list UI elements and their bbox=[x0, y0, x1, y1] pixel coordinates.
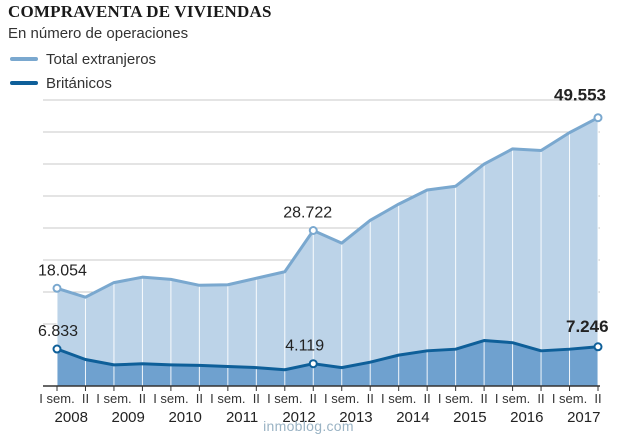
x-tick-label: I sem. bbox=[552, 391, 587, 406]
x-tick-label: I sem. bbox=[381, 391, 416, 406]
x-year-label: 2014 bbox=[396, 409, 429, 426]
x-tick-label: II bbox=[594, 391, 601, 406]
data-marker bbox=[593, 113, 603, 123]
x-year-label: 2016 bbox=[510, 409, 543, 426]
x-year-label: 2010 bbox=[168, 409, 201, 426]
data-marker bbox=[308, 226, 318, 236]
data-marker bbox=[308, 359, 318, 369]
data-label: 6.833 bbox=[38, 323, 78, 340]
legend-item-britanicos: Británicos bbox=[10, 73, 112, 93]
x-tick-label: II bbox=[367, 391, 374, 406]
x-tick-label: II bbox=[424, 391, 431, 406]
x-tick-label: I sem. bbox=[153, 391, 188, 406]
x-year-label: 2013 bbox=[339, 409, 372, 426]
x-year-label: 2009 bbox=[111, 409, 144, 426]
chart-subtitle: En número de operaciones bbox=[8, 25, 189, 42]
x-tick-label: I sem. bbox=[438, 391, 473, 406]
x-tick-label: II bbox=[480, 391, 487, 406]
x-tick-label: II bbox=[253, 391, 260, 406]
legend-item-total: Total extranjeros bbox=[10, 49, 156, 69]
data-label: 18.054 bbox=[38, 262, 87, 279]
x-year-label: 2017 bbox=[567, 409, 600, 426]
data-label: 49.553 bbox=[554, 86, 606, 105]
area-total-extranjeros bbox=[57, 117, 598, 386]
data-marker bbox=[593, 342, 603, 352]
chart-title: COMPRAVENTA DE VIVIENDAS bbox=[8, 2, 272, 21]
legend-swatch-total bbox=[10, 57, 38, 61]
x-tick-label: I sem. bbox=[495, 391, 530, 406]
x-tick-label: I sem. bbox=[39, 391, 74, 406]
x-tick-label: I sem. bbox=[267, 391, 302, 406]
legend-swatch-britanicos bbox=[10, 81, 38, 85]
x-tick-label: II bbox=[310, 391, 317, 406]
x-year-label: 2015 bbox=[453, 409, 486, 426]
x-tick-label: II bbox=[537, 391, 544, 406]
x-year-label: 2008 bbox=[55, 409, 88, 426]
data-label: 7.246 bbox=[566, 317, 609, 336]
line-britanicos bbox=[56, 339, 599, 372]
data-marker bbox=[52, 344, 62, 354]
data-label: 28.722 bbox=[283, 205, 332, 222]
x-tick-label: II bbox=[196, 391, 203, 406]
x-tick-label: II bbox=[139, 391, 146, 406]
line-total-extranjeros bbox=[56, 116, 599, 299]
x-tick-label: I sem. bbox=[324, 391, 359, 406]
data-label: 4.119 bbox=[285, 338, 324, 355]
legend-label-britanicos: Británicos bbox=[46, 74, 112, 92]
x-tick-label: I sem. bbox=[96, 391, 131, 406]
x-year-label: 2011 bbox=[226, 409, 258, 426]
x-year-label: 2012 bbox=[282, 409, 315, 426]
legend-label-total: Total extranjeros bbox=[46, 50, 157, 68]
area-britanicos bbox=[57, 340, 598, 386]
data-marker bbox=[52, 283, 62, 293]
x-tick-label: I sem. bbox=[210, 391, 245, 406]
x-tick-label: II bbox=[82, 391, 89, 406]
watermark: inmoblog.com bbox=[263, 418, 354, 434]
